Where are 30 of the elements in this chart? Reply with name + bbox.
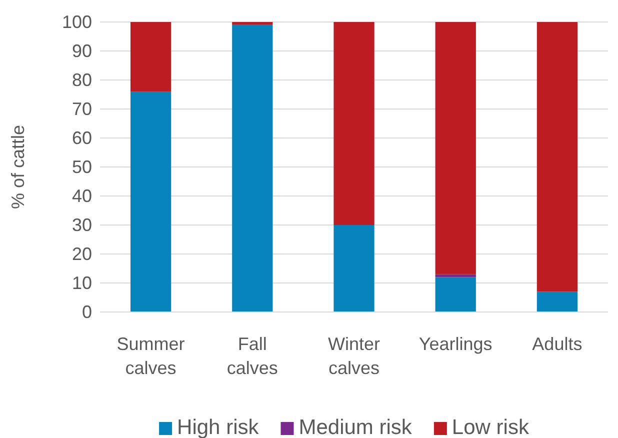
y-tick-label: 50 [72, 156, 92, 177]
y-tick-label: 0 [82, 302, 92, 322]
bar [232, 22, 273, 25]
y-tick-label: 20 [72, 244, 92, 264]
bar [435, 277, 476, 312]
legend-label: Low risk [452, 416, 530, 438]
x-tick-label: Fall calves [226, 334, 278, 378]
bar [435, 22, 476, 274]
y-tick-label: 80 [72, 70, 92, 90]
x-tick-label: Adults [532, 334, 582, 354]
bar [334, 22, 374, 225]
legend-label: Medium risk [298, 416, 412, 438]
x-tick-label: Winter calves [328, 334, 380, 378]
y-tick-label: 90 [72, 40, 92, 61]
y-tick-label: 60 [72, 128, 92, 148]
legend-label: High risk [177, 416, 260, 438]
y-tick-label: 40 [72, 186, 92, 206]
y-tick-label: 30 [72, 214, 92, 235]
bar [130, 22, 172, 92]
bar [130, 92, 172, 312]
y-tick-label: 10 [72, 272, 92, 293]
bar [536, 292, 578, 312]
bar [232, 24, 273, 312]
x-tick-label: Summer calves [116, 334, 185, 378]
y-tick-label: 100 [62, 12, 92, 32]
y-axis-title: % of cattle [8, 124, 28, 210]
bar [334, 225, 374, 312]
y-tick-label: 70 [72, 98, 92, 119]
x-tick-label: Yearlings [418, 334, 492, 354]
bar [536, 22, 578, 292]
